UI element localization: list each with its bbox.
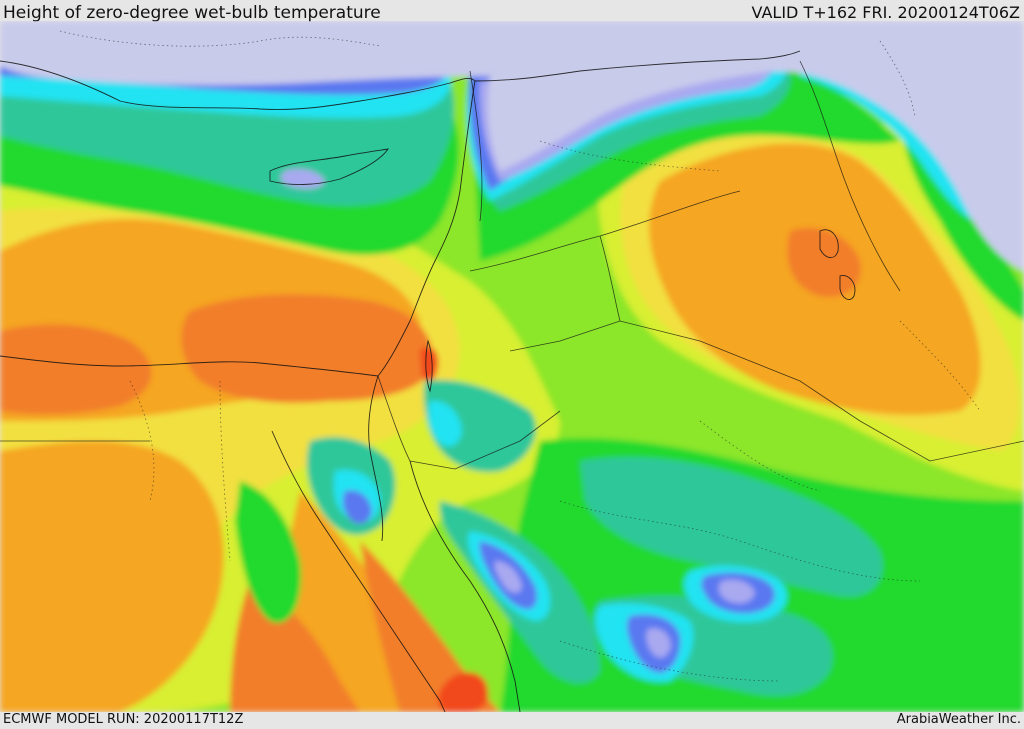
dotted-boundary-4	[559, 500, 921, 582]
field-redorange-hotspot	[437, 672, 489, 712]
field-teal-jordan	[423, 380, 536, 472]
field-blue-sinai	[342, 490, 372, 524]
border-jordan-saudi	[409, 410, 561, 470]
dotted-boundary-9	[559, 640, 781, 682]
coastline-lake-east-2	[839, 275, 856, 300]
field-cyan-east	[790, 41, 975, 221]
dotted-boundary-3	[129, 380, 155, 502]
coastline-levant	[377, 80, 476, 377]
coastline-north-africa	[0, 355, 379, 377]
dotted-boundaries	[59, 30, 981, 682]
field-green-arabia-south	[852, 577, 1024, 712]
coastline-dead-sea	[425, 339, 433, 393]
field-teal-arabia	[580, 457, 883, 597]
field-redorange-levant	[420, 346, 439, 382]
field-sea-snow-north	[0, 21, 1024, 271]
dotted-boundary-6	[899, 320, 981, 412]
coastline-turkey-south	[474, 50, 801, 82]
border-iraq-east	[799, 60, 901, 292]
dotted-boundary-8	[879, 40, 916, 117]
field-cyan-jordan	[428, 400, 462, 447]
color-field	[0, 21, 1024, 712]
field-orange-southwest	[0, 441, 224, 712]
border-syria-jordan	[599, 235, 621, 322]
coastline-gulf-suez	[368, 375, 384, 542]
border-turkey-syria	[469, 70, 483, 222]
field-darkorange-iraq	[787, 227, 861, 297]
field-darkorange-west	[0, 324, 152, 415]
field-darkorange-redsea	[360, 541, 500, 712]
map-title: Height of zero-degree wet-bulb temperatu…	[3, 3, 381, 23]
border-syria-iraq	[469, 190, 741, 272]
field-green-sinai	[235, 481, 301, 623]
field-lavender-arabia	[718, 579, 755, 604]
dotted-boundary-7	[219, 380, 231, 562]
coastline-cyprus	[269, 148, 389, 185]
header-bar: Height of zero-degree wet-bulb temperatu…	[0, 0, 1024, 23]
credit-label: ArabiaWeather Inc.	[896, 712, 1021, 727]
borders	[0, 60, 1024, 470]
dotted-boundary-1	[59, 30, 381, 47]
coastline-lake-east	[819, 229, 839, 258]
field-darkorange-south	[230, 581, 360, 712]
valid-time-label: VALID T+162 FRI. 20200124T06Z	[751, 3, 1020, 22]
border-jordan-iraq	[509, 320, 1024, 462]
coastline-redsea-east	[409, 460, 521, 712]
weather-map	[0, 21, 1024, 712]
field-lavender-hejaz	[494, 561, 522, 593]
coastlines	[0, 50, 856, 712]
coastline-redsea-west	[271, 430, 446, 712]
footer-bar: ECMWF MODEL RUN: 20200117T12Z ArabiaWeat…	[0, 712, 1024, 729]
model-run-label: ECMWF MODEL RUN: 20200117T12Z	[3, 712, 244, 727]
field-darkorange-egypt	[181, 294, 433, 403]
coastline-med-north	[0, 60, 476, 110]
field-lavender-arabia-2	[646, 628, 671, 658]
border-egypt-israel	[377, 375, 411, 462]
